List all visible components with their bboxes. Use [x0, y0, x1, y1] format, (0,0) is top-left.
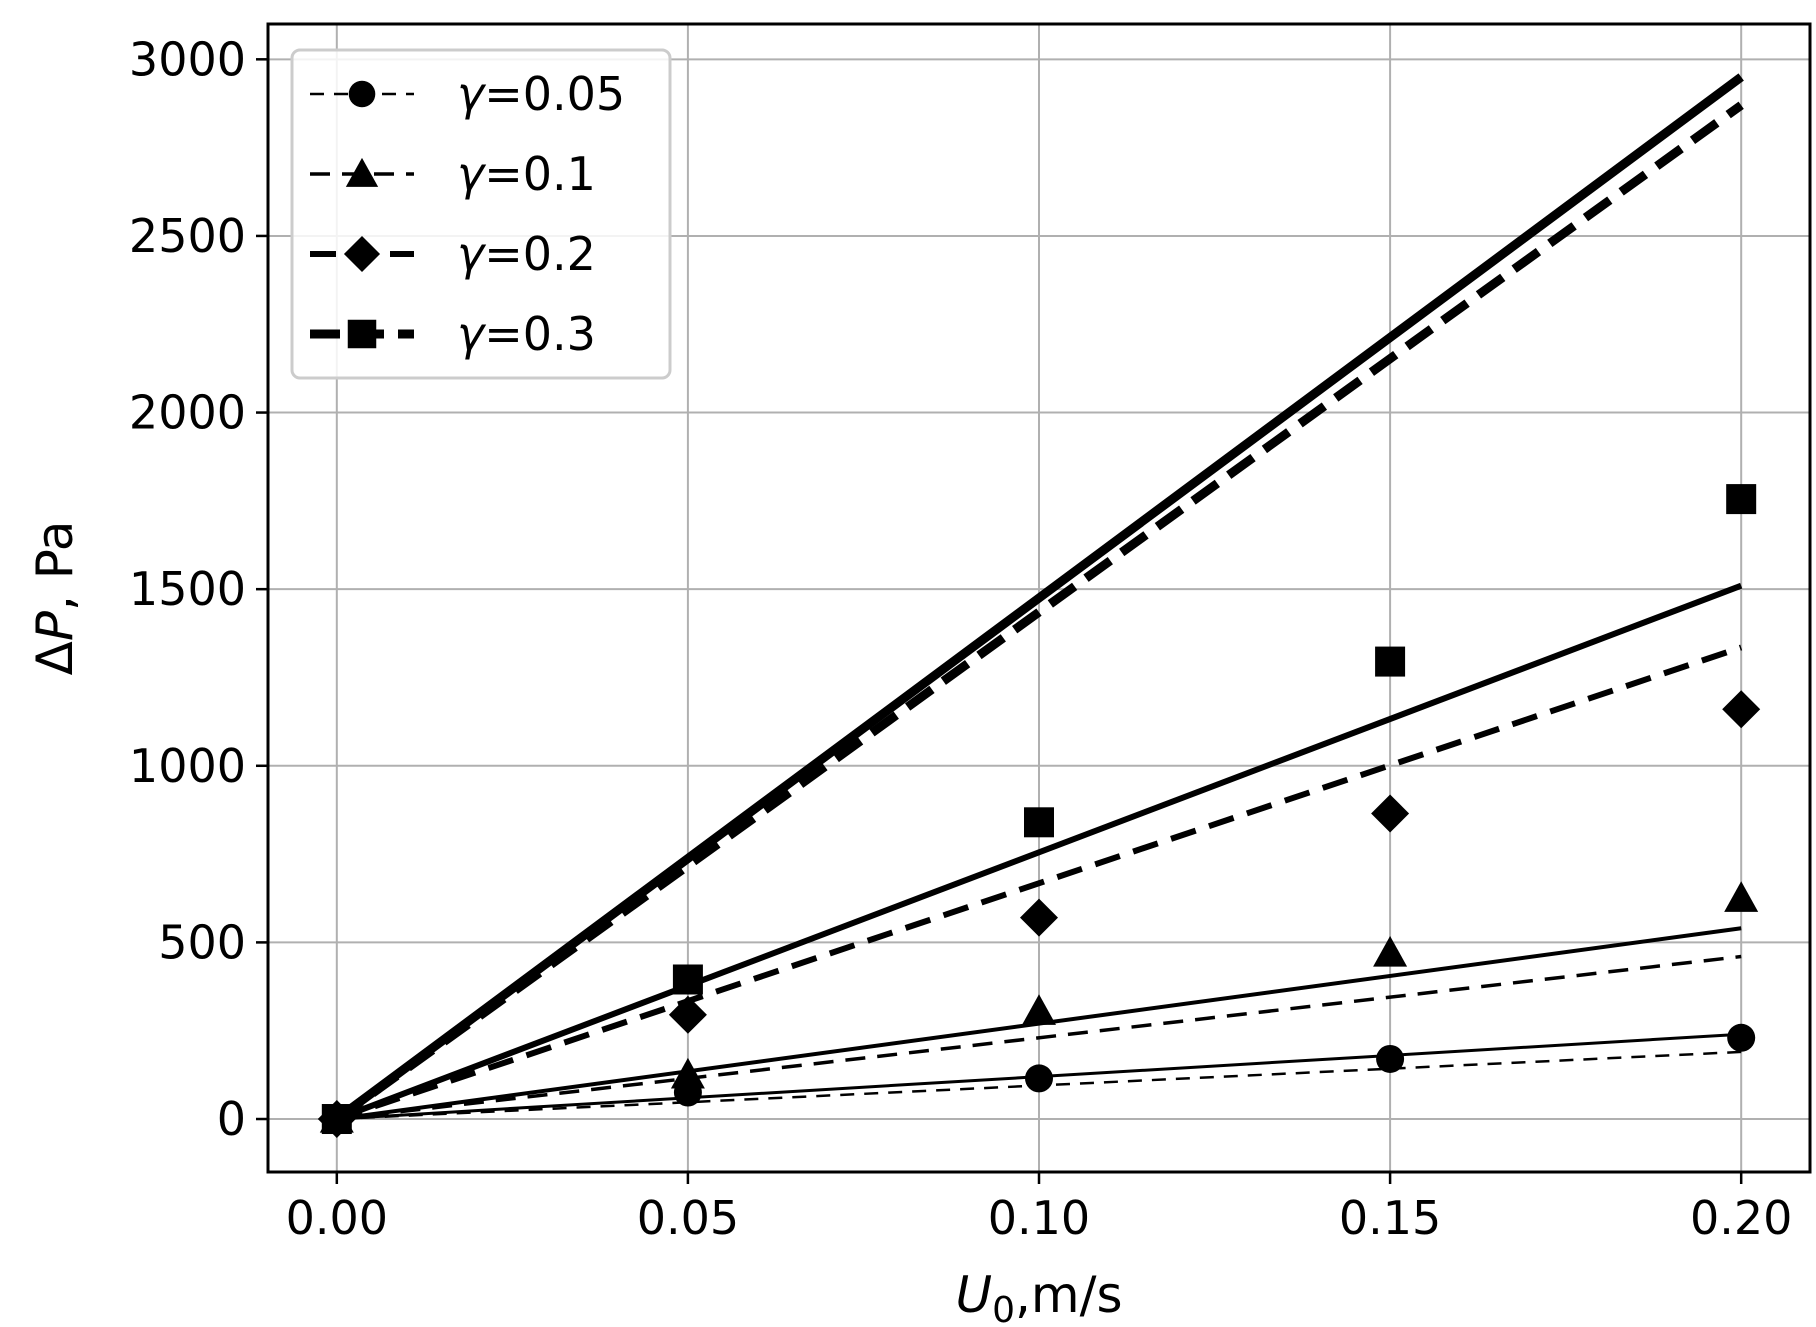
legend-label: γ=0.05: [457, 67, 625, 121]
y-tick-label: 3000: [129, 32, 246, 86]
legend-label: γ=0.2: [457, 227, 596, 281]
legend-value: =0.3: [484, 307, 596, 361]
dashed-fit-line: [335, 644, 1743, 1122]
square-marker: [321, 1104, 352, 1135]
solid-fit-line: [335, 582, 1743, 1122]
y-axis-title-p: P: [26, 610, 84, 641]
y-tick-label: 500: [158, 915, 246, 969]
x-tick-label: 0.20: [1690, 1191, 1792, 1245]
legend-circle-icon: [348, 80, 376, 108]
y-axis-title-rest: , Pa: [26, 521, 84, 611]
triangle-marker: [1724, 881, 1759, 912]
legend-gamma: γ: [457, 147, 487, 201]
legend: γ=0.05γ=0.1γ=0.2γ=0.3: [290, 48, 672, 380]
x-axis-title-rest: ,m/s: [1015, 1266, 1123, 1324]
legend-label: γ=0.3: [457, 307, 596, 361]
circle-marker: [1025, 1064, 1053, 1093]
y-axis-title: ΔP, Pa: [26, 521, 84, 676]
legend-box: [290, 48, 672, 380]
x-tick-label: 0.00: [286, 1191, 388, 1245]
legend-gamma: γ: [457, 67, 487, 121]
triangle-marker: [1373, 935, 1408, 967]
x-axis-title: U0,m/s: [955, 1266, 1122, 1327]
dashed-fit-line: [336, 954, 1742, 1121]
legend-label: γ=0.1: [457, 147, 596, 201]
square-marker: [1024, 807, 1054, 838]
x-axis-title-main: U: [955, 1266, 992, 1324]
y-axis-title-delta: Δ: [26, 641, 84, 675]
square-marker: [1375, 646, 1406, 677]
square-marker: [672, 964, 703, 995]
legend-gamma: γ: [457, 307, 487, 361]
axis-ticks: 0.00 0.05 0.10 0.15 0.20 0 500 1000 1500 2000 2500…: [129, 32, 1792, 1245]
legend-triangle-icon: [345, 157, 379, 187]
legend-value: =0.2: [484, 227, 596, 281]
y-tick-label: 0: [217, 1092, 246, 1146]
y-tick-label: 2000: [129, 386, 246, 440]
x-tick-label: 0.05: [637, 1191, 739, 1245]
circle-marker: [1727, 1023, 1756, 1052]
data-markers: [317, 484, 1761, 1139]
triangle-marker: [1022, 994, 1056, 1025]
diamond-marker: [1371, 794, 1410, 833]
legend-value: =0.1: [484, 147, 596, 201]
diamond-marker: [668, 995, 707, 1034]
legend-value: =0.05: [484, 67, 625, 121]
x-tick-label: 0.10: [988, 1191, 1090, 1245]
x-tick-label: 0.15: [1339, 1191, 1441, 1245]
triangle-marker: [670, 1057, 705, 1089]
circle-marker: [1376, 1044, 1405, 1073]
legend-diamond-icon: [343, 235, 381, 273]
legend-gamma: γ: [457, 227, 487, 281]
diamond-marker: [1020, 898, 1058, 937]
x-axis-title-sub: 0: [992, 1290, 1015, 1327]
y-tick-label: 1500: [129, 562, 246, 616]
square-marker: [1726, 484, 1757, 515]
y-tick-label: 1000: [129, 739, 246, 793]
diamond-marker: [1722, 690, 1761, 729]
y-tick-label: 2500: [129, 209, 246, 263]
solid-fit-line: [334, 73, 1744, 1123]
legend-square-icon: [347, 319, 377, 349]
